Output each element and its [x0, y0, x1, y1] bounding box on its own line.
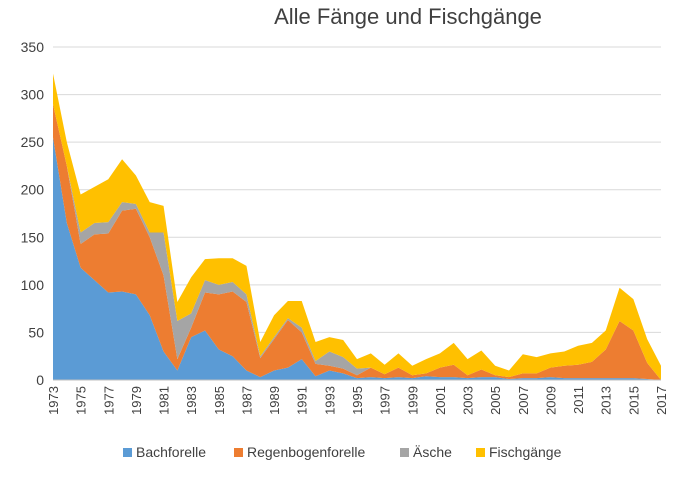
legend-swatch [400, 448, 409, 457]
x-tick-label: 2015 [626, 386, 641, 415]
x-tick-label: 1993 [322, 386, 337, 415]
y-tick-label: 200 [21, 182, 45, 198]
x-tick-label: 1985 [212, 386, 227, 415]
x-tick-label: 2005 [488, 386, 503, 415]
plot-areas [53, 73, 661, 380]
x-tick-label: 1973 [46, 386, 61, 415]
y-tick-label: 300 [21, 87, 45, 103]
x-tick-label: 1981 [157, 386, 172, 415]
x-tick-label: 1991 [295, 386, 310, 415]
x-tick-label: 2017 [654, 386, 669, 415]
y-tick-label: 100 [21, 277, 45, 293]
x-tick-label: 2013 [599, 386, 614, 415]
x-tick-label: 2007 [516, 386, 531, 415]
x-tick-label: 1977 [101, 386, 116, 415]
x-tick-label: 2001 [433, 386, 448, 415]
legend: Bachforelle Regenbogenforelle Äsche Fischgä… [123, 444, 562, 460]
x-tick-label: 1997 [378, 386, 393, 415]
x-tick-label: 1995 [350, 386, 365, 415]
area-series-bachforelle [53, 137, 661, 380]
legend-label: Regenbogenforelle [247, 444, 366, 460]
chart-title: Alle Fänge und Fischgänge [274, 4, 542, 29]
x-tick-label: 2011 [571, 386, 586, 414]
legend-swatch [123, 448, 132, 457]
legend-swatch [476, 448, 485, 457]
y-tick-label: 250 [21, 134, 45, 150]
x-tick-label: 1975 [74, 386, 89, 415]
x-tick-label: 1983 [184, 386, 199, 415]
y-tick-label: 150 [21, 229, 45, 245]
y-tick-label: 0 [36, 372, 44, 388]
legend-swatch [234, 448, 243, 457]
y-tick-label: 50 [28, 324, 44, 340]
y-tick-label: 350 [21, 39, 45, 55]
area-series-regenbogenforelle [53, 104, 661, 380]
x-tick-label: 2009 [543, 386, 558, 415]
x-tick-label: 2003 [461, 386, 476, 415]
legend-label: Bachforelle [136, 444, 206, 460]
legend-label: Äsche [413, 444, 452, 460]
x-tick-label: 1989 [267, 386, 282, 415]
axes: 0 50 100 150 200 250 300 350 1973 1975 1977 1979 198… [21, 39, 669, 415]
x-tick-label: 1999 [405, 386, 420, 415]
area-series-fischg-nge [53, 73, 661, 380]
x-tick-label: 1987 [239, 386, 254, 415]
x-tick-label: 1979 [129, 386, 144, 415]
legend-label: Fischgänge [489, 444, 562, 460]
